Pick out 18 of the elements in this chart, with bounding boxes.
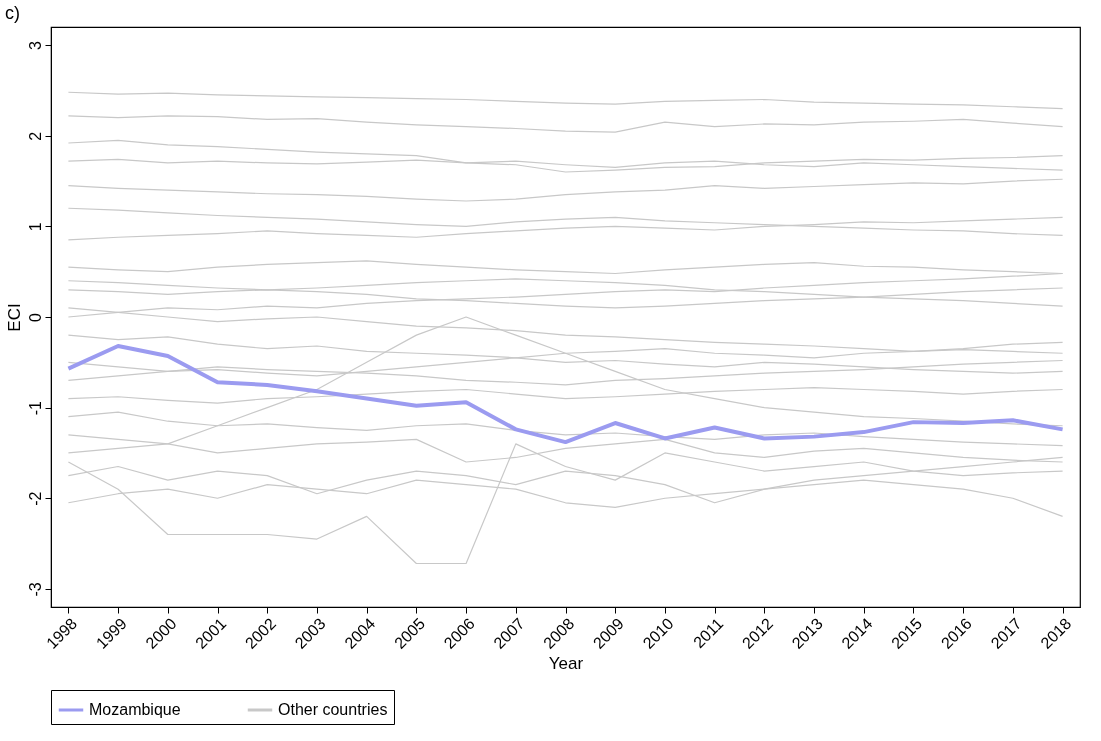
line-series xyxy=(66,344,1065,445)
line-series xyxy=(67,207,1064,237)
y-tick-label: -3 xyxy=(26,582,44,597)
y-tick-label: 2 xyxy=(26,131,44,141)
line-series xyxy=(67,91,1064,110)
y-tick-label: -1 xyxy=(26,400,44,416)
y-tick-label: 0 xyxy=(26,312,44,322)
chart-title: c) xyxy=(5,3,20,23)
y-axis-title: ECI xyxy=(4,303,24,332)
line-series xyxy=(67,139,1064,171)
y-tick-label: 3 xyxy=(26,41,44,51)
legend-label: Other countries xyxy=(278,701,388,718)
y-tick-label: 1 xyxy=(26,222,44,232)
legend-label: Mozambique xyxy=(89,701,181,718)
y-tick-label: -2 xyxy=(26,491,44,506)
x-axis-title: Year xyxy=(548,653,584,673)
line-series xyxy=(67,178,1064,202)
line-series xyxy=(67,115,1064,133)
